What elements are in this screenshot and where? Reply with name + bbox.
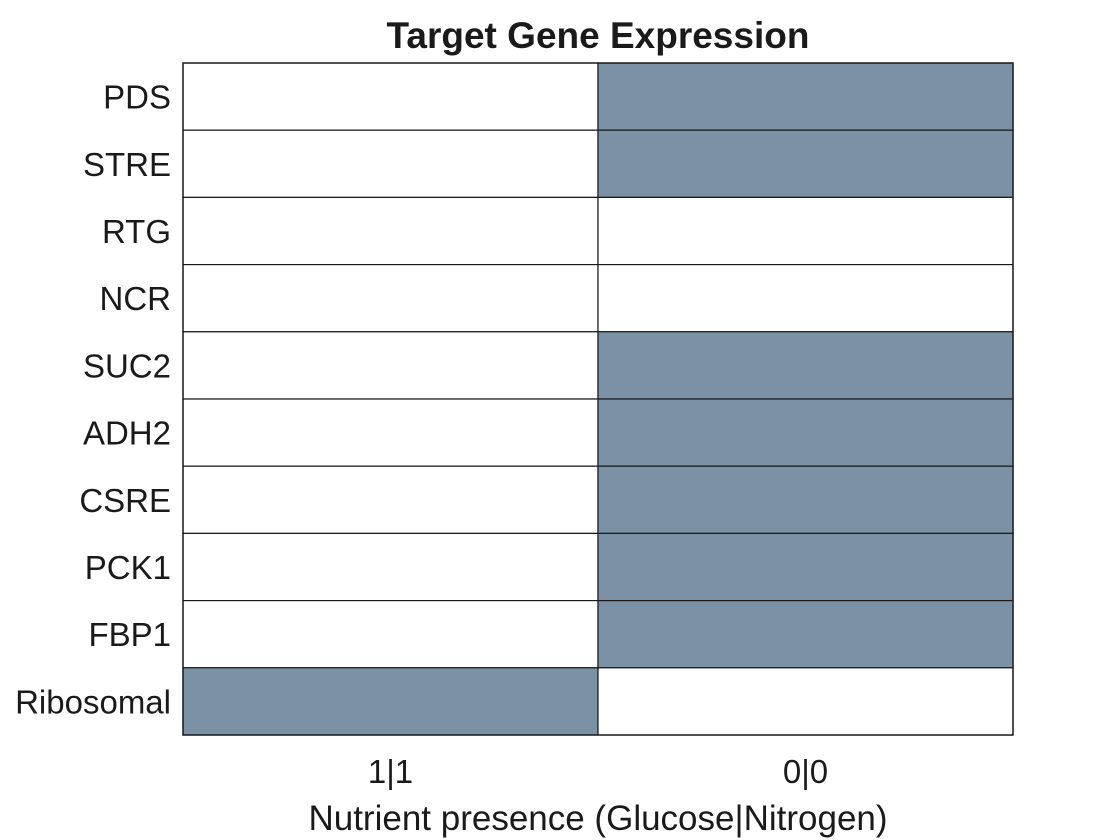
plot-frame xyxy=(182,62,1014,736)
row-label-rtg: RTG xyxy=(102,213,171,250)
heatmap-cell-ncr-2 xyxy=(597,264,1014,333)
heatmap-cell-suc2-1 xyxy=(182,331,599,400)
heatmap-cell-fbp1-1 xyxy=(182,599,599,669)
heatmap-cell-adh2-2 xyxy=(597,398,1014,467)
heatmap-cell-adh2-1 xyxy=(182,398,599,467)
row-label-fbp1: FBP1 xyxy=(88,616,171,653)
heatmap-cell-ncr-1 xyxy=(182,264,599,333)
heatmap-cell-ribosomal-2 xyxy=(597,667,1014,736)
heatmap-cell-pck1-1 xyxy=(182,532,599,602)
heatmap-cell-csre-1 xyxy=(182,465,599,535)
heatmap-cell-fbp1-2 xyxy=(597,599,1014,669)
heatmap-cell-csre-2 xyxy=(597,465,1014,535)
row-label-stre: STRE xyxy=(83,146,171,183)
x-axis-label: Nutrient presence (Glucose|Nitrogen) xyxy=(308,799,887,838)
column-labels: 1|1 0|0 xyxy=(368,753,828,790)
row-label-pck1: PCK1 xyxy=(85,549,171,586)
heatmap-cell-pck1-2 xyxy=(597,532,1014,602)
heatmap-cell-suc2-2 xyxy=(597,331,1014,400)
heatmap-cells xyxy=(182,62,1014,736)
row-label-ribosomal: Ribosomal xyxy=(15,683,171,720)
heatmap-cell-stre-2 xyxy=(597,129,1014,198)
heatmap-cell-ribosomal-1 xyxy=(182,667,599,736)
heatmap-cell-pds-1 xyxy=(182,62,599,131)
row-label-ncr: NCR xyxy=(100,280,172,317)
row-label-suc2: SUC2 xyxy=(83,347,171,384)
heatmap-cell-pds-2 xyxy=(597,62,1014,131)
row-label-csre: CSRE xyxy=(79,482,171,519)
column-label-1: 1|1 xyxy=(368,753,413,790)
column-label-2: 0|0 xyxy=(783,753,828,790)
row-labels: PDS STRE RTG NCR SUC2 ADH2 CSRE PCK1 FBP1 Ribosom… xyxy=(15,79,171,721)
heatmap-cell-stre-1 xyxy=(182,129,599,198)
chart-title: Target Gene Expression xyxy=(387,15,810,56)
row-label-pds: PDS xyxy=(103,79,171,116)
heatmap-cell-rtg-1 xyxy=(182,196,599,266)
row-label-adh2: ADH2 xyxy=(83,415,171,452)
heatmap-cell-rtg-2 xyxy=(597,196,1014,266)
